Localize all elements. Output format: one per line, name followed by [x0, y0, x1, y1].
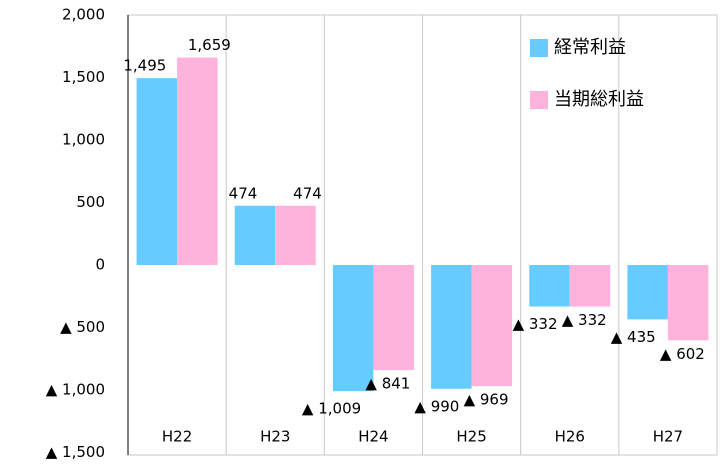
- x-tick-label: H25: [456, 428, 486, 446]
- y-tick-label: 2,000: [62, 6, 105, 24]
- x-tick-label: H24: [358, 428, 388, 446]
- value-label: 474: [293, 184, 322, 202]
- value-label: ▲ 435: [611, 328, 656, 346]
- x-tick-label: H26: [555, 428, 585, 446]
- bar: [136, 78, 178, 265]
- value-label: ▲ 969: [464, 391, 509, 409]
- bar: [627, 265, 668, 320]
- y-tick-label: ▲ 1,000: [46, 381, 105, 399]
- value-label: ▲ 332: [513, 315, 558, 333]
- y-tick-label: 0: [95, 256, 105, 274]
- legend-swatch: [530, 91, 548, 109]
- legend-swatch: [530, 39, 548, 57]
- value-label: 1,495: [123, 57, 166, 75]
- value-label: 1,659: [188, 36, 231, 54]
- x-tick-label: H22: [162, 428, 192, 446]
- bar: [431, 265, 472, 389]
- bar: [332, 265, 374, 392]
- bar: [569, 265, 611, 307]
- x-tick-label: H27: [653, 428, 683, 446]
- y-tick-label: 500: [76, 193, 105, 211]
- legend-label: 当期総利益: [554, 89, 644, 110]
- value-label: 474: [229, 184, 258, 202]
- value-label: ▲ 990: [414, 397, 459, 415]
- bar: [667, 265, 709, 341]
- bar: [177, 57, 218, 265]
- legend-label: 経常利益: [554, 37, 626, 58]
- y-tick-label: ▲ 1,500: [46, 443, 105, 461]
- value-label: ▲ 332: [562, 311, 607, 329]
- bar: [373, 265, 414, 371]
- value-label: ▲ 841: [365, 375, 410, 393]
- y-tick-label: 1,500: [62, 68, 105, 86]
- bar: [275, 205, 316, 265]
- bar: [471, 265, 513, 387]
- y-tick-label: ▲ 500: [60, 318, 105, 336]
- bar: [234, 205, 276, 265]
- x-tick-label: H23: [260, 428, 290, 446]
- value-label: ▲ 602: [660, 345, 705, 363]
- y-tick-label: 1,000: [62, 131, 105, 149]
- bar: [529, 265, 570, 307]
- value-label: ▲ 1,009: [302, 400, 361, 418]
